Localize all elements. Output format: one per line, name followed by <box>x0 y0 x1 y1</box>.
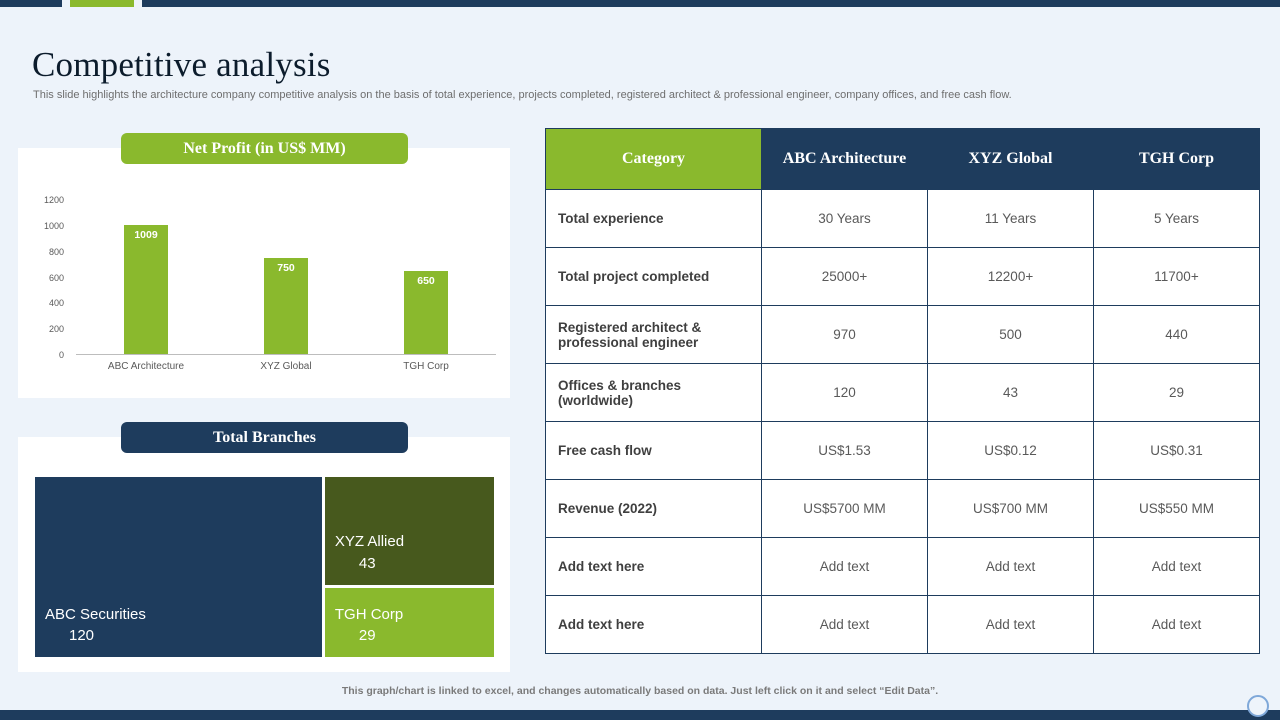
row-value-cell: Add text <box>761 595 928 654</box>
row-value-cell: 440 <box>1093 305 1260 364</box>
row-value-cell: 120 <box>761 363 928 422</box>
treemap-label-name: XYZ Allied <box>334 533 405 550</box>
y-tick-label: 1200 <box>43 195 64 205</box>
treemap: ABC Securities 120 XYZ Allied 43 TGH Cor… <box>35 477 494 657</box>
table-row: Registered architect & professional engi… <box>545 305 1260 364</box>
table-header-company: ABC Architecture <box>761 128 928 190</box>
row-value-cell: US$5700 MM <box>761 479 928 538</box>
row-label-cell: Free cash flow <box>545 421 762 480</box>
row-value-cell: US$550 MM <box>1093 479 1260 538</box>
bar-value-label: 750 <box>277 261 295 274</box>
table-header-company: XYZ Global <box>927 128 1094 190</box>
row-value-cell: 11700+ <box>1093 247 1260 306</box>
total-branches-chart-title: Total Branches <box>121 422 408 453</box>
table-row: Add text here Add text Add text Add text <box>545 537 1260 596</box>
y-tick-label: 0 <box>58 350 64 360</box>
bar-slot: 650 <box>356 200 496 354</box>
table-row: Offices & branches (worldwide) 120 43 29 <box>545 363 1260 422</box>
top-bar-gap <box>62 0 70 7</box>
table-header-category: Category <box>545 128 762 190</box>
row-label-cell: Total experience <box>545 189 762 248</box>
bar-1: 1009 <box>124 224 168 354</box>
slide-title: Competitive analysis <box>32 45 331 85</box>
x-axis-category-label: XYZ Global <box>260 361 312 372</box>
bar-chart-y-axis: 0 200 400 600 800 1000 1200 <box>30 195 70 360</box>
table-row: Total experience 30 Years 11 Years 5 Years <box>545 189 1260 248</box>
row-value-cell: 500 <box>927 305 1094 364</box>
x-axis-category-label: TGH Corp <box>403 361 449 372</box>
row-value-cell: 30 Years <box>761 189 928 248</box>
treemap-block-tgh-corp: TGH Corp 29 <box>324 587 494 657</box>
row-value-cell: 11 Years <box>927 189 1094 248</box>
table-row: Total project completed 25000+ 12200+ 11700… <box>545 247 1260 306</box>
row-value-cell: Add text <box>761 537 928 596</box>
bar-slot: 750 <box>216 200 356 354</box>
y-tick-label: 400 <box>48 298 64 309</box>
row-value-cell: Add text <box>927 595 1094 654</box>
row-value-cell: 25000+ <box>761 247 928 306</box>
bar-value-label: 1009 <box>134 228 158 241</box>
comparison-table-head: Category ABC Architecture XYZ Global TGH Co… <box>545 128 1260 190</box>
row-value-cell: US$0.31 <box>1093 421 1260 480</box>
row-value-cell: 970 <box>761 305 928 364</box>
table-row: Add text here Add text Add text Add text <box>545 595 1260 654</box>
bar-2: 750 <box>264 257 308 354</box>
corner-circle-decoration <box>1247 695 1269 717</box>
treemap-label: TGH Corp 29 <box>335 604 403 648</box>
row-label-cell: Add text here <box>545 595 762 654</box>
table-row: Revenue (2022) US$5700 MM US$700 MM US$550 … <box>545 479 1260 538</box>
slide-subtitle: This slide highlights the architecture c… <box>33 89 1012 101</box>
row-value-cell: US$1.53 <box>761 421 928 480</box>
row-value-cell: Add text <box>1093 537 1260 596</box>
y-tick-label: 800 <box>48 246 64 257</box>
top-accent-bar <box>0 0 1280 7</box>
row-value-cell: 43 <box>927 363 1094 422</box>
row-value-cell: 12200+ <box>927 247 1094 306</box>
row-value-cell: Add text <box>1093 595 1260 654</box>
treemap-right-column: XYZ Allied 43 TGH Corp 29 <box>324 477 494 657</box>
bar-chart-plot: 1009 750 650 <box>76 200 496 355</box>
treemap-block-xyz-allied: XYZ Allied 43 <box>324 477 494 585</box>
footnote-text: This graph/chart is linked to excel, and… <box>341 684 939 697</box>
row-value-cell: US$700 MM <box>927 479 1094 538</box>
top-bar-gap <box>134 0 142 7</box>
treemap-label-value: 29 <box>358 627 376 645</box>
top-bar-green-segment <box>70 0 134 7</box>
bar-chart-x-labels: ABC Architecture XYZ Global TGH Corp <box>76 361 496 372</box>
total-branches-panel: ABC Securities 120 XYZ Allied 43 TGH Cor… <box>18 437 510 672</box>
treemap-label-value: 120 <box>69 627 95 645</box>
bar-slot: 1009 <box>76 200 216 354</box>
row-value-cell: 5 Years <box>1093 189 1260 248</box>
table-row: Free cash flow US$1.53 US$0.12 US$0.31 <box>545 421 1260 480</box>
comparison-table: Category ABC Architecture XYZ Global TGH Co… <box>545 128 1260 654</box>
x-axis-category-label: ABC Architecture <box>107 361 185 372</box>
treemap-label: XYZ Allied 43 <box>335 531 404 575</box>
net-profit-chart-panel: 0 200 400 600 800 1000 1200 1009 750 650 ABC Arc… <box>18 148 510 398</box>
bottom-accent-bar <box>0 710 1280 720</box>
treemap-label-value: 43 <box>358 554 376 572</box>
row-value-cell: Add text <box>927 537 1094 596</box>
treemap-label-name: ABC Securities <box>45 605 146 623</box>
row-label-cell: Add text here <box>545 537 762 596</box>
row-value-cell: 29 <box>1093 363 1260 422</box>
y-tick-label: 1000 <box>43 220 64 231</box>
row-label-cell: Total project completed <box>545 247 762 306</box>
row-label-cell: Offices & branches (worldwide) <box>545 363 762 422</box>
net-profit-chart-title: Net Profit (in US$ MM) <box>121 133 408 164</box>
treemap-label: ABC Securities 120 <box>45 604 146 648</box>
y-tick-label: 200 <box>48 324 64 335</box>
table-header-row: Category ABC Architecture XYZ Global TGH Co… <box>545 128 1260 190</box>
treemap-block-abc-securities: ABC Securities 120 <box>35 477 322 657</box>
treemap-label-name: TGH Corp <box>334 605 404 623</box>
table-header-company: TGH Corp <box>1093 128 1260 190</box>
y-tick-label: 600 <box>48 272 64 283</box>
row-label-cell: Revenue (2022) <box>545 479 762 538</box>
comparison-table-body: Total experience 30 Years 11 Years 5 Years T… <box>545 189 1260 654</box>
row-value-cell: US$0.12 <box>927 421 1094 480</box>
bar-value-label: 650 <box>417 274 435 287</box>
row-label-cell: Registered architect & professional engi… <box>545 305 762 364</box>
bar-3: 650 <box>404 270 448 354</box>
